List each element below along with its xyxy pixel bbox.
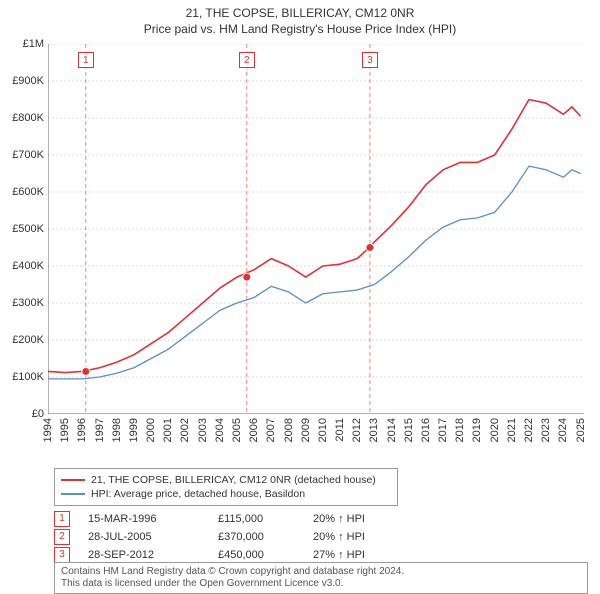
sale-row: 1 15-MAR-1996£115,00020% ↑ HPI	[54, 510, 554, 528]
legend-label: 21, THE COPSE, BILLERICAY, CM12 0NR (det…	[91, 473, 376, 487]
y-tick-label: £300K	[0, 297, 44, 309]
y-tick-label: £100K	[0, 371, 44, 383]
sale-price: £370,000	[218, 528, 313, 546]
footer-line2: This data is licensed under the Open Gov…	[61, 578, 581, 590]
sale-row: 2 28-JUL-2005£370,00020% ↑ HPI	[54, 528, 554, 546]
sale-date: 15-MAR-1996	[88, 510, 218, 528]
y-tick-label: £700K	[0, 149, 44, 161]
sale-marker-number: 2	[239, 52, 255, 68]
x-tick-label: 2002	[179, 418, 191, 442]
x-tick-label: 2020	[489, 418, 501, 442]
legend-row: 21, THE COPSE, BILLERICAY, CM12 0NR (det…	[61, 473, 391, 487]
y-tick-label: £1M	[0, 38, 44, 50]
legend-row: HPI: Average price, detached house, Basi…	[61, 487, 391, 501]
sale-price: £115,000	[218, 510, 313, 528]
chart-title-line2: Price paid vs. HM Land Registry's House …	[0, 22, 600, 36]
sale-pct-vs-hpi: 20% ↑ HPI	[313, 510, 365, 528]
x-tick-label: 2014	[386, 418, 398, 442]
sales-table: 1 15-MAR-1996£115,00020% ↑ HPI 2 28-JUL-200…	[54, 510, 554, 564]
x-tick-label: 2025	[575, 418, 587, 442]
x-tick-label: 2009	[300, 418, 312, 442]
x-tick-label: 1999	[128, 418, 140, 442]
x-tick-label: 1998	[111, 418, 123, 442]
x-tick-label: 2016	[420, 418, 432, 442]
x-tick-label: 2005	[231, 418, 243, 442]
y-tick-label: £200K	[0, 334, 44, 346]
x-tick-label: 2023	[540, 418, 552, 442]
x-tick-label: 2017	[437, 418, 449, 442]
x-tick-label: 2024	[557, 418, 569, 442]
sale-marker-number: 1	[78, 52, 94, 68]
chart-legend: 21, THE COPSE, BILLERICAY, CM12 0NR (det…	[54, 468, 398, 506]
footer-line1: Contains HM Land Registry data © Crown c…	[61, 566, 581, 578]
x-tick-label: 2001	[162, 418, 174, 442]
chart-container: 21, THE COPSE, BILLERICAY, CM12 0NR Pric…	[0, 0, 600, 590]
sale-number-badge: 2	[54, 529, 70, 545]
x-tick-label: 2013	[368, 418, 380, 442]
y-tick-label: £0	[0, 408, 44, 420]
x-tick-label: 1995	[59, 418, 71, 442]
legend-label: HPI: Average price, detached house, Basi…	[91, 487, 305, 501]
x-tick-label: 2012	[351, 418, 363, 442]
x-tick-label: 1994	[42, 418, 54, 442]
sale-pct-vs-hpi: 20% ↑ HPI	[313, 528, 365, 546]
legend-swatch	[61, 479, 85, 481]
x-tick-label: 2004	[214, 418, 226, 442]
x-tick-label: 2010	[317, 418, 329, 442]
sale-number-badge: 1	[54, 511, 70, 527]
x-tick-label: 1997	[94, 418, 106, 442]
x-tick-label: 2021	[506, 418, 518, 442]
x-tick-label: 2000	[145, 418, 157, 442]
y-tick-label: £800K	[0, 112, 44, 124]
y-tick-label: £500K	[0, 223, 44, 235]
sale-number-badge: 3	[54, 547, 70, 563]
chart-svg	[48, 44, 584, 414]
y-tick-label: £900K	[0, 75, 44, 87]
x-tick-label: 2022	[523, 418, 535, 442]
legend-swatch	[61, 493, 85, 495]
y-tick-label: £400K	[0, 260, 44, 272]
x-tick-label: 2015	[403, 418, 415, 442]
line-chart	[48, 44, 584, 414]
y-tick-label: £600K	[0, 186, 44, 198]
sale-marker-number: 3	[362, 52, 378, 68]
x-tick-label: 1996	[76, 418, 88, 442]
x-tick-label: 2008	[283, 418, 295, 442]
x-tick-label: 2018	[454, 418, 466, 442]
x-tick-label: 2011	[334, 418, 346, 442]
chart-footer: Contains HM Land Registry data © Crown c…	[54, 562, 588, 594]
sale-date: 28-JUL-2005	[88, 528, 218, 546]
x-tick-label: 2006	[248, 418, 260, 442]
x-tick-label: 2007	[265, 418, 277, 442]
x-tick-label: 2003	[197, 418, 209, 442]
x-tick-label: 2019	[471, 418, 483, 442]
chart-title-line1: 21, THE COPSE, BILLERICAY, CM12 0NR	[0, 6, 600, 20]
